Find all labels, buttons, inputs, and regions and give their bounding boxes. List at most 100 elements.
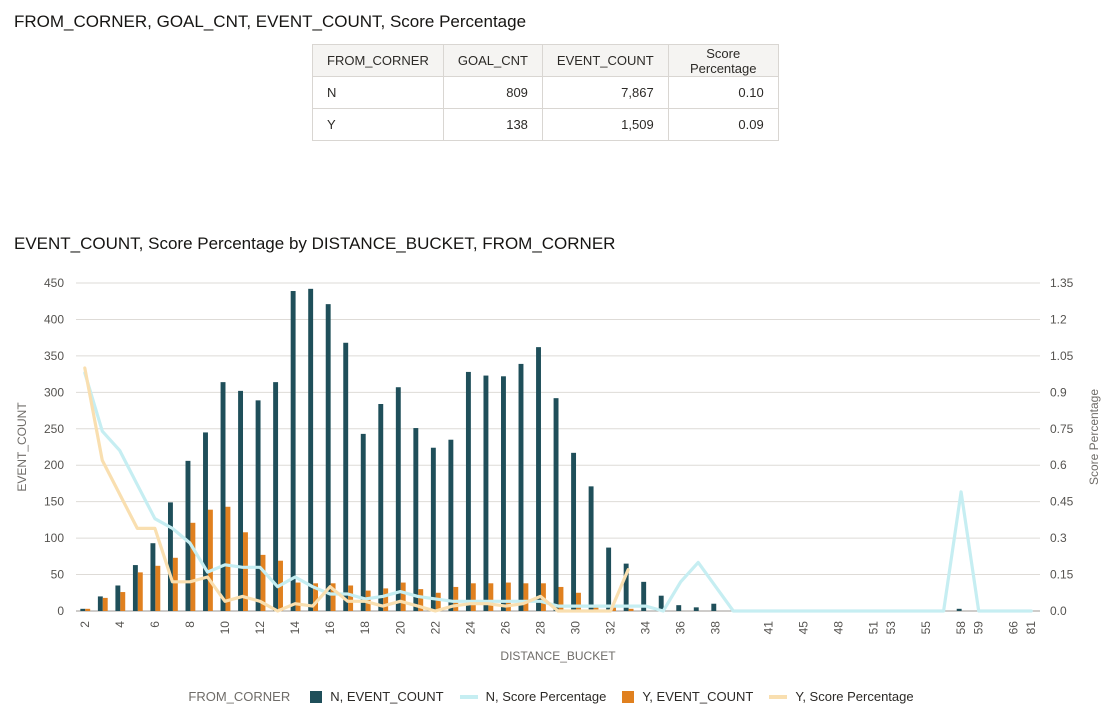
y2-tick-label: 0.15 — [1050, 568, 1074, 582]
y2-tick-label: 0.0 — [1050, 604, 1067, 618]
bar-n-event-count — [150, 543, 156, 611]
x-tick-label: 18 — [358, 621, 372, 635]
y-tick-label: 300 — [44, 385, 64, 399]
bar-n-event-count — [483, 375, 489, 611]
legend-item-y-score-percentage[interactable]: Y, Score Percentage — [769, 689, 914, 704]
bar-n-event-count — [536, 347, 541, 611]
bar-y-event-count — [558, 586, 564, 611]
x-tick-label: 28 — [533, 621, 547, 635]
x-tick-label: 48 — [831, 621, 845, 635]
x-tick-label: 26 — [498, 621, 512, 635]
bar-n-event-count — [378, 403, 384, 611]
header-score-percentage[interactable]: Score Percentage — [667, 44, 779, 77]
bar-n-event-count — [273, 382, 279, 611]
bar-n-event-count — [430, 447, 436, 611]
bar-n-event-count — [588, 486, 594, 611]
y-tick-label: 350 — [44, 349, 64, 363]
bar-n-event-count — [518, 363, 524, 611]
y2-tick-label: 0.6 — [1050, 458, 1067, 472]
legend-line — [459, 694, 478, 699]
y-tick-label: 450 — [44, 276, 64, 290]
x-tick-label: 8 — [183, 621, 197, 628]
bar-n-event-count — [693, 607, 699, 611]
y-tick-label: 0 — [57, 604, 64, 618]
bar-n-event-count — [220, 382, 226, 611]
bar-y-event-count — [453, 586, 459, 611]
x-tick-label: 55 — [919, 621, 933, 635]
y2-tick-label: 0.75 — [1050, 422, 1074, 436]
y2-tick-label: 0.9 — [1050, 385, 1067, 399]
x-tick-label: 22 — [428, 621, 442, 635]
bar-n-event-count — [80, 608, 86, 611]
x-tick-label: 51 — [866, 621, 880, 635]
x-tick-label: 6 — [148, 621, 162, 628]
header-from-corner[interactable]: FROM_CORNER — [312, 44, 444, 77]
bar-n-event-count — [641, 581, 647, 611]
bar-y-event-count — [576, 592, 581, 611]
bar-n-event-count — [676, 605, 682, 611]
bar-n-event-count — [571, 452, 577, 611]
bar-n-event-count — [623, 563, 629, 611]
bar-y-event-count — [85, 608, 91, 611]
bar-n-event-count — [325, 304, 331, 611]
bar-y-event-count — [505, 582, 511, 611]
cell-event-count: 1,509 — [541, 108, 669, 141]
line-y-score-percentage — [83, 366, 630, 613]
bar-n-event-count — [553, 398, 559, 611]
y2-tick-label: 0.45 — [1050, 495, 1074, 509]
legend-label: N, EVENT_COUNT — [330, 689, 444, 704]
bar-y-event-count — [120, 592, 126, 611]
bar-n-event-count — [97, 596, 103, 611]
cell-event-count: 7,867 — [541, 76, 669, 109]
bar-n-event-count — [132, 565, 138, 611]
bar-y-event-count — [295, 582, 301, 611]
bar-y-event-count — [102, 597, 108, 611]
cell-from-corner: Y — [312, 108, 444, 141]
x-tick-label: 14 — [288, 621, 302, 635]
bar-n-event-count — [711, 603, 717, 611]
line-n-score-percentage — [83, 371, 1033, 613]
y-tick-label: 250 — [44, 422, 64, 436]
bar-n-event-count — [501, 376, 506, 611]
x-tick-label: 58 — [954, 621, 968, 635]
bar-y-event-count — [260, 554, 266, 611]
bar-n-event-count — [255, 400, 261, 611]
legend-swatch — [310, 690, 323, 703]
bar-y-event-count — [383, 588, 389, 611]
x-tick-label: 12 — [253, 621, 267, 635]
legend-swatch — [622, 690, 635, 703]
bar-y-event-count — [330, 583, 336, 611]
legend-item-n-event-count[interactable]: N, EVENT_COUNT — [310, 689, 444, 704]
bar-y-event-count — [243, 532, 248, 611]
cell-score-percentage: 0.09 — [667, 108, 779, 141]
cell-goal-cnt: 809 — [442, 76, 543, 109]
bar-n-event-count — [115, 585, 121, 611]
x-tick-label: 24 — [463, 621, 477, 635]
y-tick-label: 50 — [51, 568, 65, 582]
header-event-count[interactable]: EVENT_COUNT — [541, 44, 669, 77]
bar-y-event-count — [628, 608, 634, 611]
bar-y-event-count — [611, 607, 616, 611]
bar-n-event-count — [413, 428, 419, 611]
header-goal-cnt[interactable]: GOAL_CNT — [442, 44, 543, 77]
x-tick-label: 41 — [761, 621, 775, 635]
y2-tick-label: 0.3 — [1050, 531, 1067, 545]
bar-n-event-count — [238, 390, 244, 611]
bar-y-event-count — [172, 557, 178, 611]
bar-n-event-count — [606, 547, 612, 611]
bar-y-event-count — [137, 572, 143, 611]
bar-y-event-count — [190, 522, 196, 611]
y-tick-label: 400 — [44, 312, 64, 326]
table-row: N 809 7,867 0.10 — [312, 76, 779, 109]
x-tick-label: 30 — [569, 621, 583, 635]
legend-item-y-event-count[interactable]: Y, EVENT_COUNT — [622, 689, 753, 704]
bar-n-event-count — [290, 291, 296, 611]
x-tick-label: 59 — [972, 621, 986, 635]
bar-n-event-count — [395, 387, 401, 611]
x-tick-label: 81 — [1024, 621, 1038, 635]
x-tick-label: 16 — [323, 621, 337, 635]
legend-item-n-score-percentage[interactable]: N, Score Percentage — [459, 689, 606, 704]
legend-line — [769, 694, 788, 699]
bar-y-event-count — [155, 565, 161, 611]
x-tick-label: 34 — [639, 621, 653, 635]
